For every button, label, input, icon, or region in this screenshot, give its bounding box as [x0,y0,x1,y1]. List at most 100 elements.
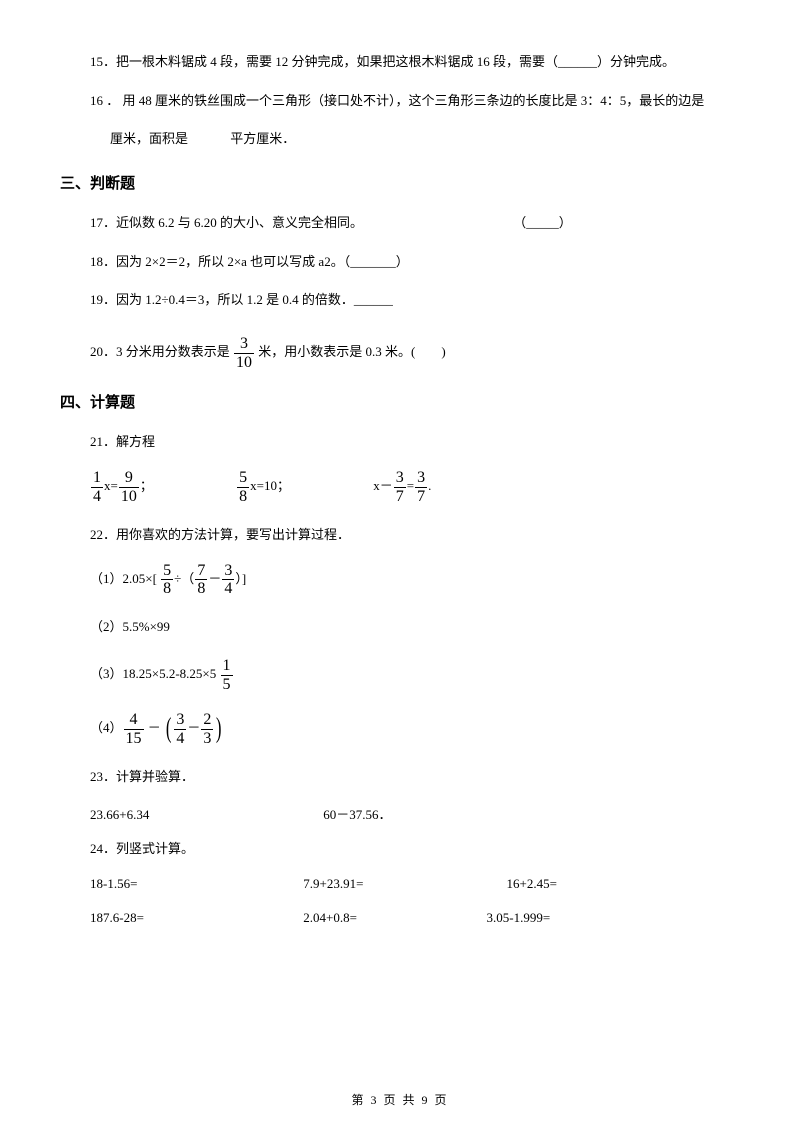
frac-4-15: 4 15 [124,711,144,747]
num: 5 [161,562,173,580]
frac-3-7a: 3 7 [394,469,406,505]
num: 3 [394,469,406,487]
q22-4-paren: ( 3 4 － 2 3 ) [164,711,224,747]
question-16: 16 ． 用 48 厘米的铁丝围成一个三角形（接口处不计），这个三角形三条边的长… [60,89,740,114]
section-3-title: 三、判断题 [60,172,740,193]
den: 10 [119,487,139,506]
q21-text: 21．解方程 [90,434,155,449]
frac-7-8: 7 8 [195,562,207,598]
eq3: x－ 3 7 = 3 7 . [373,469,431,505]
eq2: 5 8 x=10； [236,469,290,505]
den: 8 [161,579,173,598]
q22-3a: （3）18.25×5.2-8.25×5 [90,666,216,681]
r1b: 7.9+23.91= [303,876,503,892]
q17-paren: （_____） [513,215,572,230]
q23-b: 60－37.56． [323,804,391,823]
q22-4a: （4） [90,720,123,735]
q22-4-minus2: － [187,720,200,735]
r2c: 3.05-1.999= [487,910,551,926]
frac-3-4: 3 4 [222,562,234,598]
eq1-x: x= [104,478,118,493]
q19-text: 19．因为 1.2÷0.4＝3，所以 1.2 是 0.4 的倍数．______ [90,292,393,307]
num: 1 [221,657,233,675]
num: 9 [119,469,139,487]
num: 3 [415,469,427,487]
question-23: 23．计算并验算． [60,765,740,790]
q22-4: （4） 4 15 － ( 3 4 － 2 3 ) [60,711,740,747]
q24-text: 24．列竖式计算。 [90,841,194,856]
question-16-line2: 厘米，面积是 平方厘米． [60,127,740,152]
q22-2-text: （2）5.5%×99 [90,619,170,634]
q24-row2: 187.6-28= 2.04+0.8= 3.05-1.999= [60,910,740,926]
question-15: 15．把一根木料锯成 4 段，需要 12 分钟完成，如果把这根木料锯成 16 段… [60,50,740,75]
den: 4 [174,729,186,748]
den: 15 [124,729,144,748]
frac-3-7b: 3 7 [415,469,427,505]
den: 4 [91,487,103,506]
eq2-x: x=10； [250,478,290,493]
q24-row1: 18-1.56= 7.9+23.91= 16+2.45= [60,876,740,892]
q22-1b: ÷（ [174,571,194,586]
num: 3 [174,711,186,729]
q22-1a: （1）2.05×[ [90,571,157,586]
q22-text: 22．用你喜欢的方法计算，要写出计算过程． [90,527,350,542]
num: 7 [195,562,207,580]
q23-a: 23.66+6.34 [90,807,320,823]
r1c: 16+2.45= [507,876,557,892]
question-20: 20．3 分米用分数表示是 3 10 米，用小数表示是 0.3 米。( ) [60,335,740,371]
question-18: 18．因为 2×2＝2，所以 2×a 也可以写成 a2。（_______） [60,250,740,275]
right-paren: ) [216,718,222,740]
r2b: 2.04+0.8= [303,910,483,926]
num: 3 [222,562,234,580]
frac-5-8: 5 8 [237,469,249,505]
q22-3: （3）18.25×5.2-8.25×5 1 5 [60,657,740,693]
eq1: 1 4 x= 9 10 ； [90,469,153,505]
den: 8 [195,579,207,598]
num: 5 [237,469,249,487]
r2a: 187.6-28= [90,910,300,926]
question-19: 19．因为 1.2÷0.4＝3，所以 1.2 是 0.4 的倍数．______ [60,288,740,313]
question-21: 21．解方程 [60,430,740,455]
r1a: 18-1.56= [90,876,300,892]
eq1-end: ； [140,478,153,493]
den: 4 [222,579,234,598]
left-paren: ( [166,718,172,740]
q22-1d: ）] [235,571,246,586]
frac-3-10: 3 10 [234,335,254,371]
frac-9-10: 9 10 [119,469,139,505]
frac-3-4b: 3 4 [174,711,186,747]
den: 7 [394,487,406,506]
num: 4 [124,711,144,729]
sec4-label: 四、计算题 [60,395,135,411]
q16-line1: 16 ． 用 48 厘米的铁丝围成一个三角形（接口处不计），这个三角形三条边的长… [90,93,704,108]
frac-1-5: 1 5 [221,657,233,693]
den: 3 [201,729,213,748]
question-22: 22．用你喜欢的方法计算，要写出计算过程． [60,523,740,548]
q20-a: 20．3 分米用分数表示是 [90,344,230,359]
question-17: 17．近似数 6.2 与 6.20 的大小、意义完全相同。 （_____） [60,211,740,236]
den: 10 [234,353,254,372]
frac-1-4: 1 4 [91,469,103,505]
q18-text: 18．因为 2×2＝2，所以 2×a 也可以写成 a2。（_______） [90,254,409,269]
eq3-mid: = [407,478,414,493]
num: 3 [234,335,254,353]
q22-1: （1）2.05×[ 5 8 ÷（ 7 8 － 3 4 ）] [60,562,740,598]
num: 1 [91,469,103,487]
sec3-label: 三、判断题 [60,176,135,192]
q15-text: 15．把一根木料锯成 4 段，需要 12 分钟完成，如果把这根木料锯成 16 段… [90,54,675,69]
frac-2-3: 2 3 [201,711,213,747]
section-4-title: 四、计算题 [60,391,740,412]
footer-text: 第 3 页 共 9 页 [351,1093,448,1107]
q23-text: 23．计算并验算． [90,769,194,784]
eq3-pre: x－ [373,478,393,493]
den: 7 [415,487,427,506]
q22-2: （2）5.5%×99 [60,616,740,635]
question-24: 24．列竖式计算。 [60,837,740,862]
q21-equations: 1 4 x= 9 10 ； 5 8 x=10； x－ 3 7 = 3 7 . [60,469,740,505]
den: 8 [237,487,249,506]
page-footer: 第 3 页 共 9 页 [0,1091,800,1108]
num: 2 [201,711,213,729]
q17-text: 17．近似数 6.2 与 6.20 的大小、意义完全相同。 [90,211,510,236]
q23-items: 23.66+6.34 60－37.56． [60,804,740,823]
q16-line2: 厘米，面积是 平方厘米． [110,131,295,146]
